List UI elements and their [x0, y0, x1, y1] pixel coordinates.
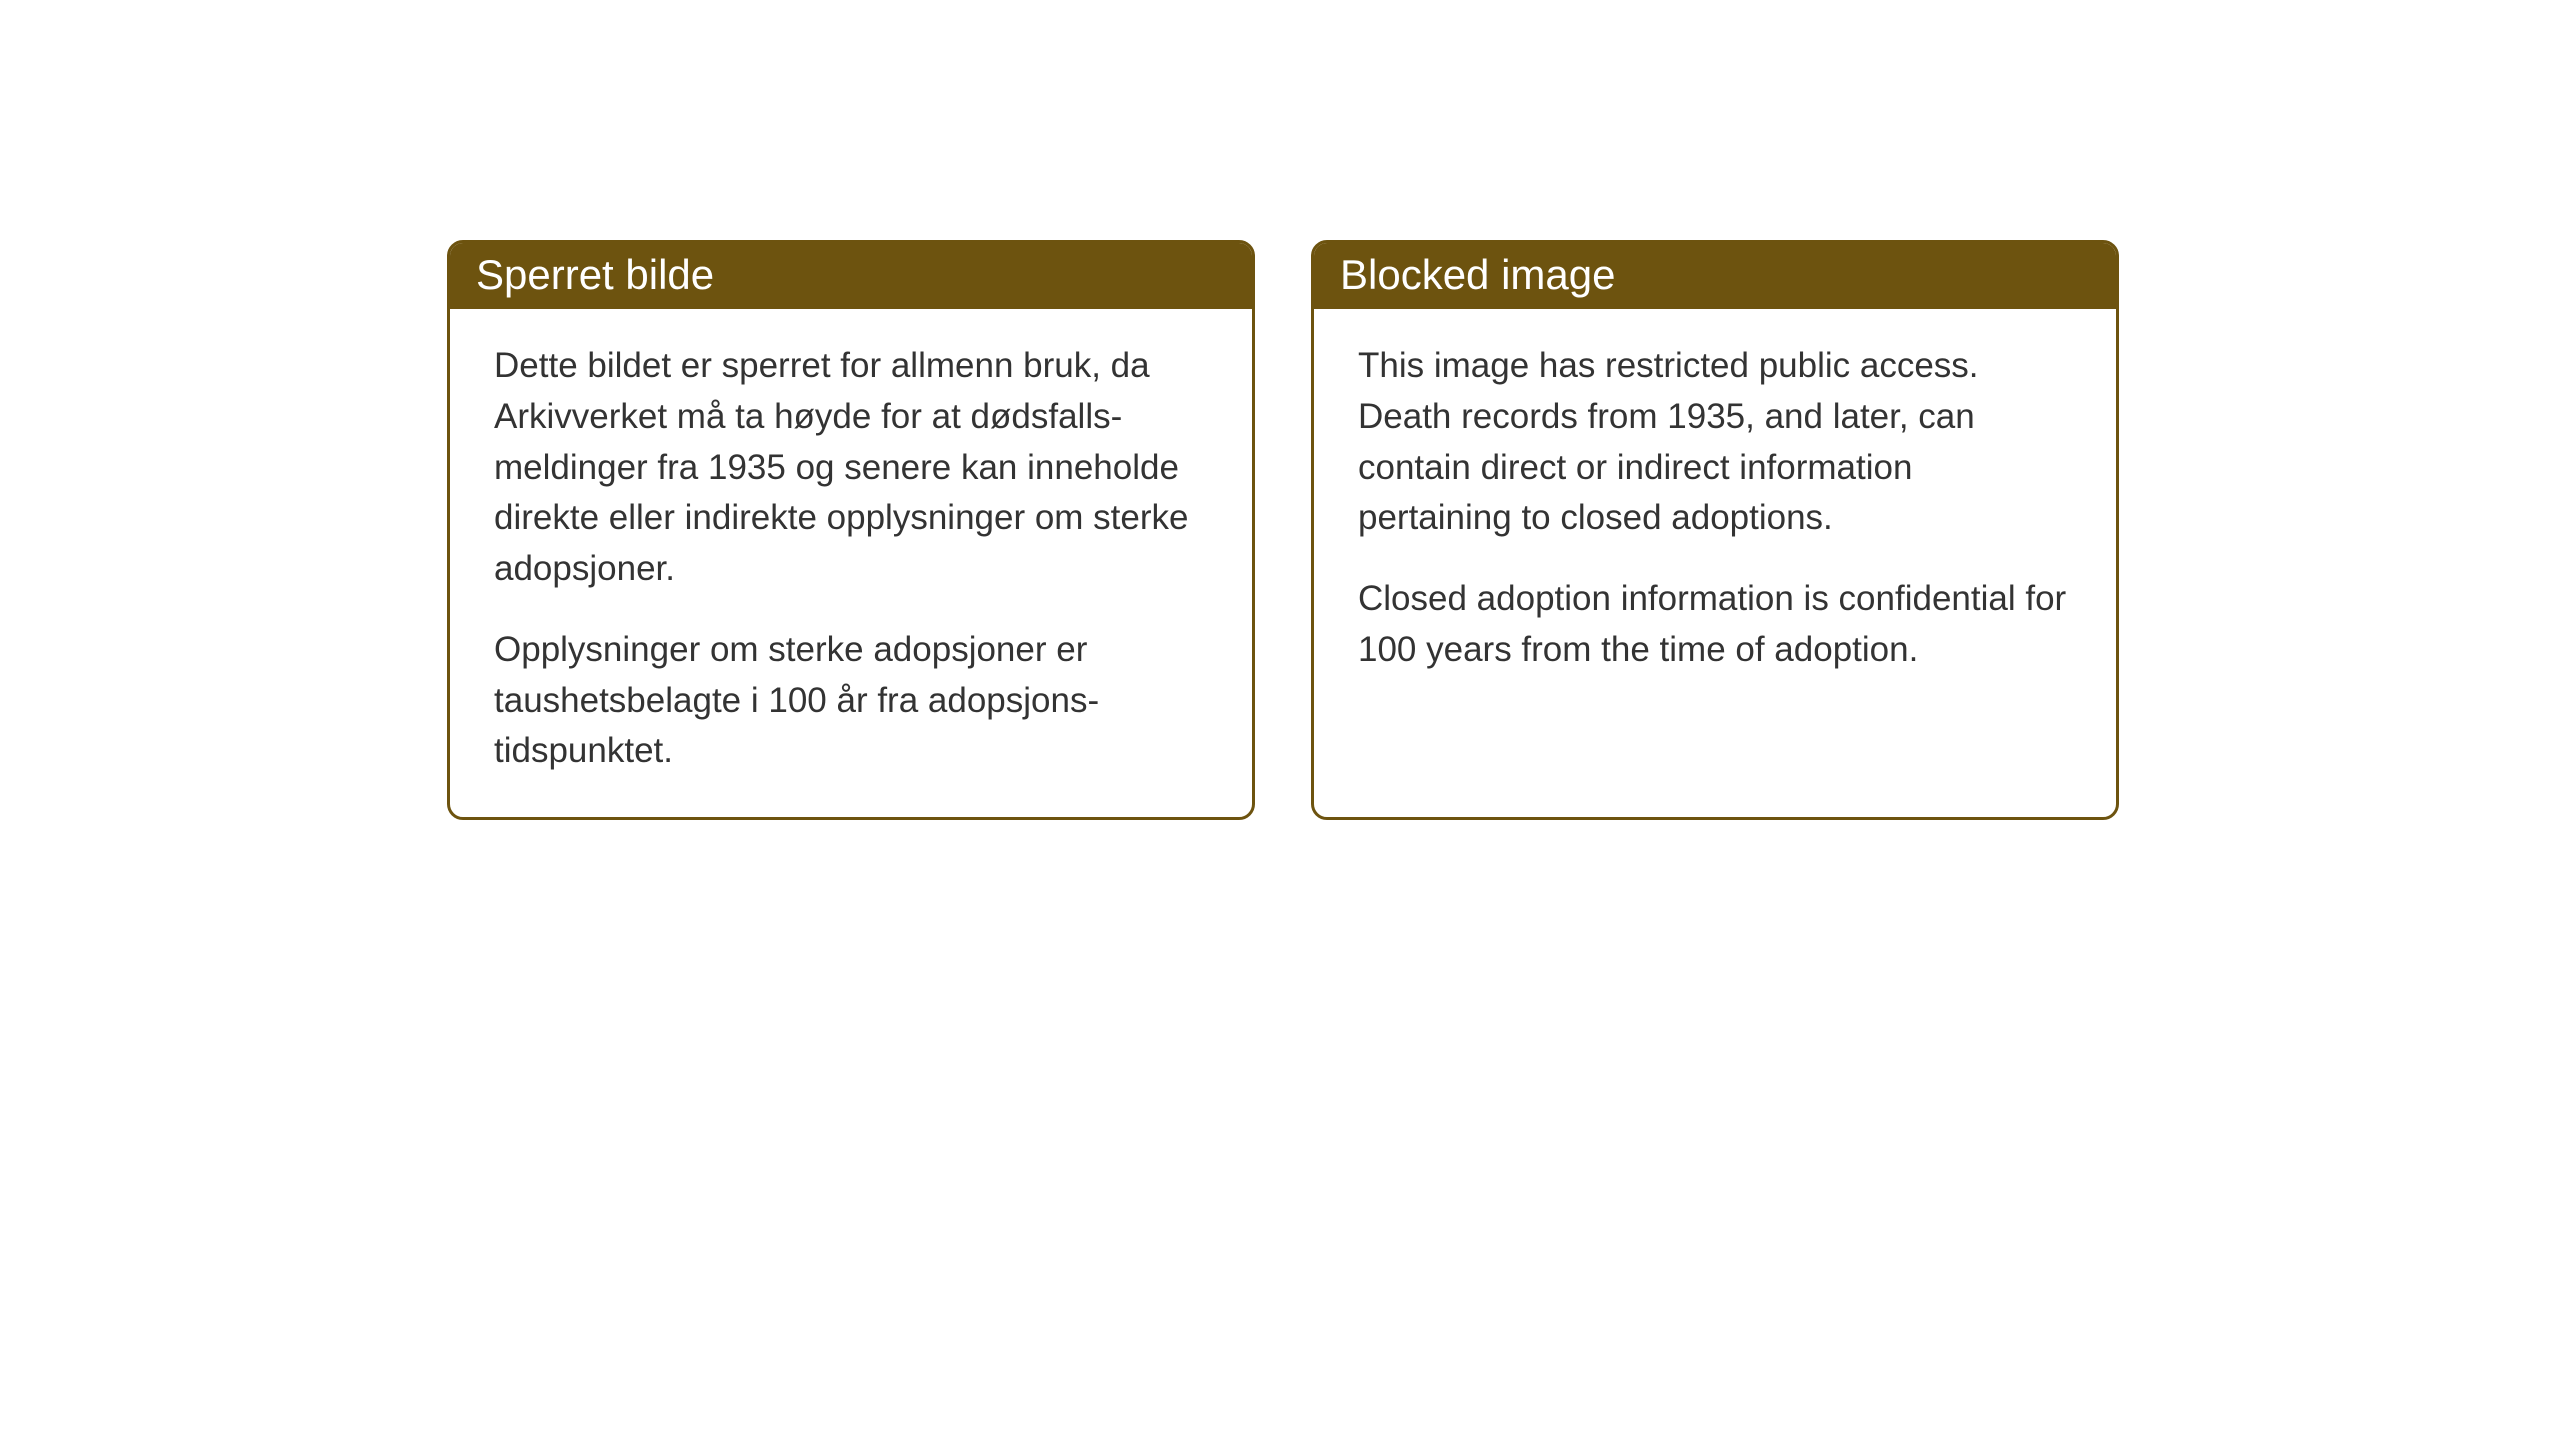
card-paragraph: Dette bildet er sperret for allmenn bruk… — [494, 341, 1208, 595]
card-norwegian: Sperret bilde Dette bildet er sperret fo… — [447, 240, 1255, 820]
card-header-norwegian: Sperret bilde — [450, 243, 1252, 309]
card-body-norwegian: Dette bildet er sperret for allmenn bruk… — [450, 309, 1252, 817]
card-body-english: This image has restricted public access.… — [1314, 309, 2116, 716]
card-english: Blocked image This image has restricted … — [1311, 240, 2119, 820]
card-header-english: Blocked image — [1314, 243, 2116, 309]
card-paragraph: Closed adoption information is confident… — [1358, 574, 2072, 676]
cards-container: Sperret bilde Dette bildet er sperret fo… — [447, 240, 2119, 820]
card-paragraph: Opplysninger om sterke adopsjoner er tau… — [494, 625, 1208, 777]
card-paragraph: This image has restricted public access.… — [1358, 341, 2072, 544]
